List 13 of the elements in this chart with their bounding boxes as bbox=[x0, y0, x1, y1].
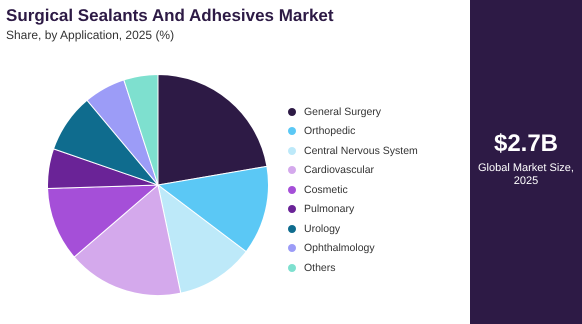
legend-label: Pulmonary bbox=[303, 202, 356, 218]
text: Global Market Size, 2025 bbox=[478, 162, 574, 188]
legend-label: Ophthalmology bbox=[303, 241, 376, 256]
legend-label: Central Nervous System bbox=[303, 144, 418, 159]
chart-subtitle: Share, by Application, 2025 (%) bbox=[6, 28, 174, 42]
legend-label: Others bbox=[303, 260, 337, 276]
text: $2.7B bbox=[492, 130, 560, 158]
legend-label: Cosmetic bbox=[303, 182, 349, 198]
legend-label: General Surgery bbox=[303, 104, 382, 120]
legend-label: Cardiovascular bbox=[303, 163, 376, 178]
chart-title: Surgical Sealants And Adhesives Market bbox=[6, 6, 334, 26]
legend-label: Urology bbox=[303, 222, 342, 237]
legend-label: Orthopedic bbox=[303, 124, 356, 140]
